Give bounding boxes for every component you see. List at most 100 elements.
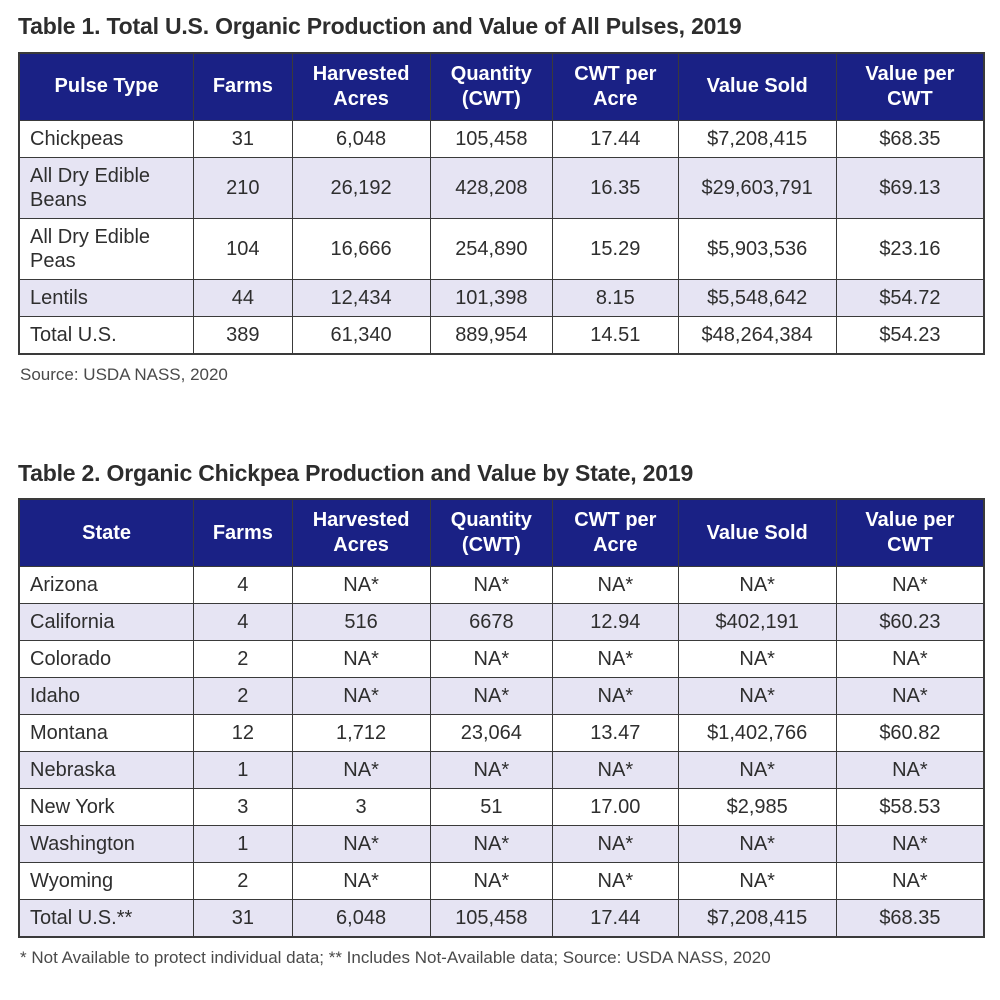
pulses-production-table: Pulse Type Farms Harvested Acres Quantity (… (18, 51, 985, 355)
table-cell: All Dry Edible Peas (18, 217, 195, 280)
header-cell: Pulse Type (18, 52, 195, 121)
table-cell: NA* (429, 751, 554, 790)
table-cell: 31 (193, 119, 293, 158)
table-cell: Total U.S.** (18, 899, 195, 938)
table-row: Chickpeas 31 6,048 105,458 17.44 $7,208,415 $6… (18, 119, 985, 158)
table-cell: NA* (552, 825, 679, 864)
header-cell: Quantity (CWT) (429, 52, 554, 121)
table-cell: NA* (552, 566, 679, 605)
table-cell: NA* (677, 566, 837, 605)
table-cell: 17.44 (552, 899, 679, 938)
table-cell: 31 (193, 899, 293, 938)
table-row: Total U.S.** 31 6,048 105,458 17.44 $7,208,41… (18, 899, 985, 938)
table-cell: NA* (677, 677, 837, 716)
table-cell: NA* (291, 862, 431, 901)
table-cell: 14.51 (552, 315, 679, 355)
table-row: Idaho 2 NA* NA* NA* NA* NA* (18, 677, 985, 716)
table-cell: 17.00 (552, 788, 679, 827)
table-cell: $5,548,642 (677, 278, 837, 317)
table-cell: 12,434 (291, 278, 431, 317)
header-cell: CWT per Acre (552, 52, 679, 121)
table-cell: 6,048 (291, 899, 431, 938)
table-cell: NA* (429, 677, 554, 716)
table-cell: $58.53 (835, 788, 985, 827)
table-cell: NA* (835, 862, 985, 901)
table-cell: 254,890 (429, 217, 554, 280)
header-cell: Quantity (CWT) (429, 498, 554, 568)
header-cell: Value per CWT (835, 498, 985, 568)
header-cell: Value Sold (677, 498, 837, 568)
header-row: State Farms Harvested Acres Quantity (CWT) C… (18, 498, 985, 568)
table-cell: $60.82 (835, 714, 985, 753)
table-cell: Montana (18, 714, 195, 753)
table-cell: 6678 (429, 603, 554, 642)
table-cell: NA* (552, 751, 679, 790)
table2-footnote: * Not Available to protect individual da… (20, 948, 771, 968)
table-cell: 51 (429, 788, 554, 827)
table-cell: NA* (291, 751, 431, 790)
table-cell: 1 (193, 825, 293, 864)
table-cell: 389 (193, 315, 293, 355)
table-cell: $68.35 (835, 119, 985, 158)
table-row: California 4 516 6678 12.94 $402,191 $60.23 (18, 603, 985, 642)
header-cell: Harvested Acres (291, 498, 431, 568)
table-row: Lentils 44 12,434 101,398 8.15 $5,548,642 $54.… (18, 278, 985, 317)
table-cell: NA* (835, 677, 985, 716)
table-cell: 44 (193, 278, 293, 317)
table1-section: Table 1. Total U.S. Organic Production a… (18, 13, 985, 386)
table-cell: Nebraska (18, 751, 195, 790)
header-cell: Value Sold (677, 52, 837, 121)
table-cell: 1,712 (291, 714, 431, 753)
table1-title: Table 1. Total U.S. Organic Production a… (18, 13, 742, 39)
table-cell: $54.23 (835, 315, 985, 355)
table-cell: $2,985 (677, 788, 837, 827)
table-cell: NA* (835, 825, 985, 864)
table-cell: 61,340 (291, 315, 431, 355)
table2-section: Table 2. Organic Chickpea Production and… (18, 460, 985, 970)
table-cell: NA* (677, 640, 837, 679)
table-row: Montana 12 1,712 23,064 13.47 $1,402,766 $60.8… (18, 714, 985, 753)
table-cell: NA* (429, 825, 554, 864)
table-cell: $29,603,791 (677, 156, 837, 219)
table-cell: 2 (193, 677, 293, 716)
table-cell: All Dry Edible Beans (18, 156, 195, 219)
table-cell: NA* (552, 677, 679, 716)
table-row: Arizona 4 NA* NA* NA* NA* NA* (18, 566, 985, 605)
header-cell: State (18, 498, 195, 568)
table-cell: 16.35 (552, 156, 679, 219)
table-row: Colorado 2 NA* NA* NA* NA* NA* (18, 640, 985, 679)
table-cell: NA* (291, 640, 431, 679)
table-cell: NA* (291, 825, 431, 864)
table-cell: Arizona (18, 566, 195, 605)
table-cell: 8.15 (552, 278, 679, 317)
table-cell: 889,954 (429, 315, 554, 355)
table-cell: Colorado (18, 640, 195, 679)
table-row: All Dry Edible Peas 104 16,666 254,890 15.29… (18, 217, 985, 280)
table-cell: Chickpeas (18, 119, 195, 158)
table-cell: NA* (429, 862, 554, 901)
table-row: Nebraska 1 NA* NA* NA* NA* NA* (18, 751, 985, 790)
table-cell: $7,208,415 (677, 899, 837, 938)
table-cell: $1,402,766 (677, 714, 837, 753)
table2-title: Table 2. Organic Chickpea Production and… (18, 459, 694, 486)
table-cell: 12 (193, 714, 293, 753)
table-cell: 6,048 (291, 119, 431, 158)
table-cell: NA* (677, 751, 837, 790)
table-cell: 23,064 (429, 714, 554, 753)
table-row: New York 3 3 51 17.00 $2,985 $58.53 (18, 788, 985, 827)
table-cell: NA* (429, 640, 554, 679)
table-cell: 210 (193, 156, 293, 219)
table-row: All Dry Edible Beans 210 26,192 428,208 16.3… (18, 156, 985, 219)
table-cell: 26,192 (291, 156, 431, 219)
table-cell: $402,191 (677, 603, 837, 642)
table-cell: California (18, 603, 195, 642)
table-cell: Wyoming (18, 862, 195, 901)
table-cell: NA* (291, 566, 431, 605)
header-cell: Farms (193, 52, 293, 121)
table-cell: 105,458 (429, 119, 554, 158)
table-cell: 105,458 (429, 899, 554, 938)
header-cell: CWT per Acre (552, 498, 679, 568)
table-cell: 101,398 (429, 278, 554, 317)
header-cell: Harvested Acres (291, 52, 431, 121)
table-row: Wyoming 2 NA* NA* NA* NA* NA* (18, 862, 985, 901)
